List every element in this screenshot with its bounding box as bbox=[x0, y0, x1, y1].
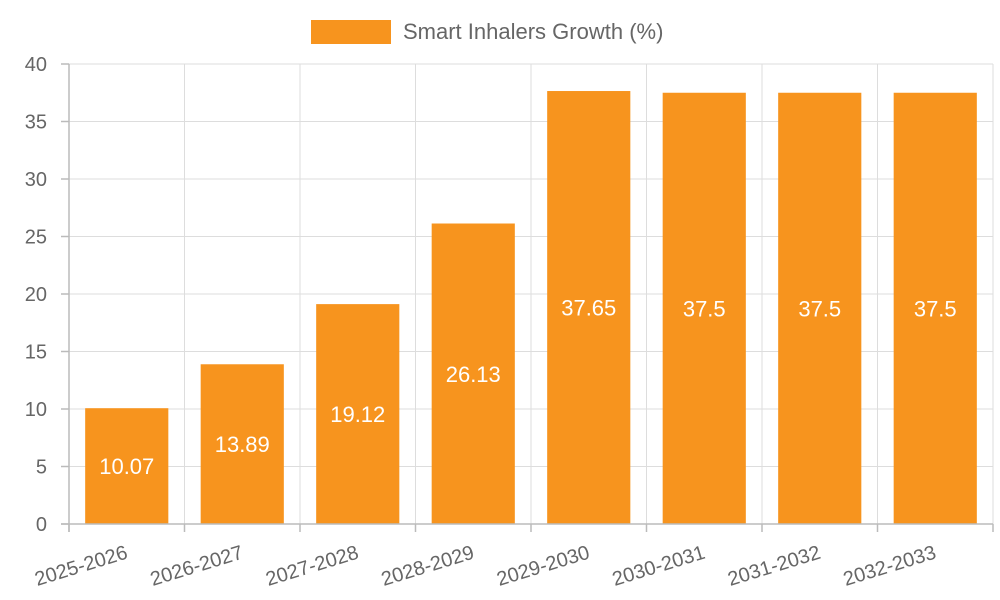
y-tick-label: 20 bbox=[25, 284, 47, 306]
bar bbox=[778, 92, 862, 524]
x-tick-label: 2025-2026 bbox=[32, 542, 130, 591]
bar bbox=[547, 91, 631, 525]
legend: Smart Inhalers Growth (%) bbox=[311, 19, 663, 44]
y-tick-label: 25 bbox=[25, 227, 47, 249]
bar-value-label: 37.5 bbox=[683, 296, 726, 321]
y-tick-label: 0 bbox=[36, 514, 47, 536]
y-tick-label: 5 bbox=[36, 457, 47, 479]
x-tick-label: 2027-2028 bbox=[263, 542, 361, 591]
x-tick-label: 2029-2030 bbox=[494, 542, 592, 591]
y-tick-label: 10 bbox=[25, 399, 47, 421]
x-tick-label: 2030-2031 bbox=[610, 542, 708, 591]
bar bbox=[893, 92, 977, 524]
bar bbox=[431, 223, 515, 524]
bar bbox=[85, 408, 169, 524]
legend-label: Smart Inhalers Growth (%) bbox=[403, 19, 663, 44]
bar-value-label: 37.5 bbox=[914, 296, 957, 321]
bar-labels: 10.07 13.89 19.12 26.13 37.65 37.5 37.5 37.5 bbox=[99, 296, 956, 480]
x-tick-label: 2028-2029 bbox=[379, 542, 477, 591]
bars bbox=[85, 91, 977, 525]
bar-value-label: 37.5 bbox=[798, 296, 841, 321]
x-tick-label: 2026-2027 bbox=[148, 542, 246, 591]
y-tick-label: 30 bbox=[25, 169, 47, 191]
y-tick-label: 35 bbox=[25, 112, 47, 134]
bar-value-label: 37.65 bbox=[561, 296, 616, 321]
y-tick-label: 15 bbox=[25, 342, 47, 364]
y-tick-label: 40 bbox=[25, 54, 47, 76]
bar bbox=[200, 364, 284, 524]
bar-value-label: 19.12 bbox=[330, 402, 385, 427]
bar-value-label: 13.89 bbox=[215, 432, 270, 457]
bar-value-label: 26.13 bbox=[446, 362, 501, 387]
bar bbox=[316, 304, 400, 524]
bar bbox=[662, 92, 746, 524]
bar-value-label: 10.07 bbox=[99, 454, 154, 479]
y-axis-ticks: 0 5 10 15 20 25 30 35 40 bbox=[25, 54, 47, 536]
axes bbox=[61, 63, 994, 532]
legend-swatch bbox=[311, 20, 391, 44]
x-tick-label: 2032-2033 bbox=[841, 542, 939, 591]
x-axis-ticks: 2025-2026 2026-2027 2027-2028 2028-2029 2029… bbox=[32, 542, 938, 591]
x-tick-label: 2031-2032 bbox=[725, 542, 823, 591]
